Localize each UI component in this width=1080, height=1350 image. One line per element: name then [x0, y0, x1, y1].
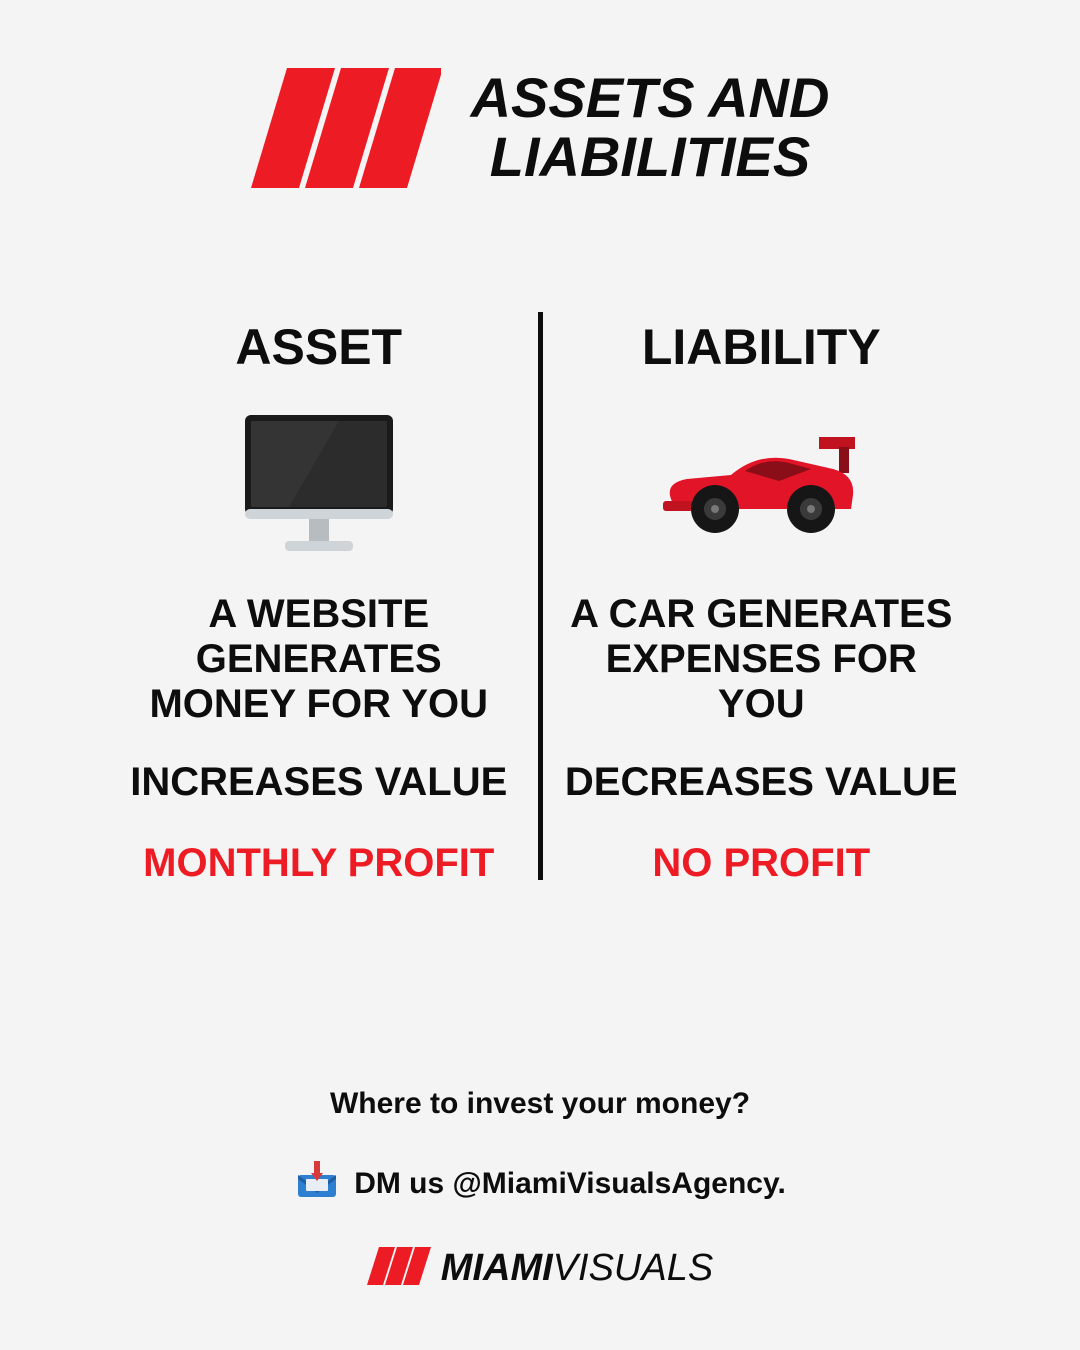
brand-row: MIAMIVISUALS	[367, 1247, 713, 1290]
brand-bold: MIAMI	[441, 1247, 553, 1289]
liability-description: A CAR GENERATES EXPENSES FOR YOU	[563, 592, 961, 726]
liability-column: LIABILITY	[543, 318, 981, 886]
asset-value: INCREASES VALUE	[130, 760, 507, 805]
asset-column: ASSET A WEBSITE GENERATES MONEY FOR YOU …	[100, 318, 538, 886]
liability-desc-line-2: EXPENSES FOR YOU	[563, 637, 961, 727]
brand-thin: VISUALS	[553, 1247, 714, 1289]
brand-slashes-icon	[367, 1247, 433, 1290]
brand-text: MIAMIVISUALS	[441, 1247, 713, 1290]
asset-desc-line-2: MONEY FOR YOU	[120, 682, 518, 727]
dm-text: DM us @MiamiVisualsAgency.	[354, 1167, 786, 1201]
page-title: ASSETS AND LIABILITIES	[471, 69, 830, 187]
infographic-page: ASSETS AND LIABILITIES ASSET A WEBSITE G…	[0, 0, 1080, 1350]
footer: Where to invest your money? DM us @Miami…	[0, 1087, 1080, 1290]
liability-title: LIABILITY	[642, 318, 881, 376]
asset-profit: MONTHLY PROFIT	[143, 841, 494, 886]
asset-title: ASSET	[235, 318, 402, 376]
asset-desc-line-1: A WEBSITE GENERATES	[120, 592, 518, 682]
computer-icon	[239, 394, 399, 574]
title-line-1: ASSETS AND	[471, 69, 830, 128]
inbox-icon	[294, 1157, 340, 1211]
liability-desc-line-1: A CAR GENERATES	[563, 592, 961, 637]
liability-value: DECREASES VALUE	[565, 760, 958, 805]
dm-row: DM us @MiamiVisualsAgency.	[294, 1157, 786, 1211]
asset-description: A WEBSITE GENERATES MONEY FOR YOU	[120, 592, 518, 726]
header: ASSETS AND LIABILITIES	[251, 68, 830, 188]
racecar-icon	[661, 394, 861, 574]
liability-profit: NO PROFIT	[652, 841, 870, 886]
footer-question: Where to invest your money?	[330, 1087, 750, 1121]
title-line-2: LIABILITIES	[471, 128, 830, 187]
logo-slashes-icon	[251, 68, 441, 188]
comparison-section: ASSET A WEBSITE GENERATES MONEY FOR YOU …	[100, 318, 980, 886]
